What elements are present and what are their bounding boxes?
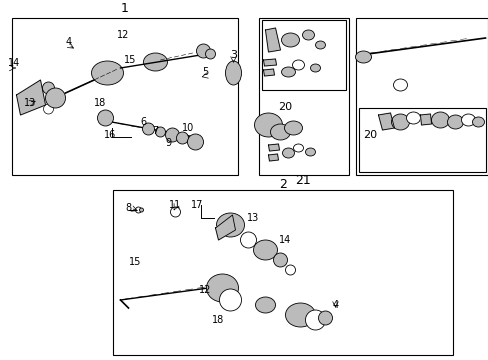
Bar: [258, 18, 348, 175]
Ellipse shape: [471, 117, 484, 127]
Circle shape: [45, 88, 65, 108]
Ellipse shape: [406, 112, 420, 124]
Text: 5: 5: [202, 67, 208, 77]
Circle shape: [240, 232, 256, 248]
Ellipse shape: [254, 113, 282, 137]
Ellipse shape: [461, 114, 474, 126]
Circle shape: [135, 207, 141, 213]
Circle shape: [155, 127, 165, 137]
Ellipse shape: [305, 148, 315, 156]
Ellipse shape: [315, 41, 325, 49]
Circle shape: [139, 208, 143, 212]
Text: 13: 13: [247, 213, 259, 223]
Circle shape: [285, 265, 295, 275]
Text: 16: 16: [104, 130, 116, 140]
Text: 2: 2: [279, 177, 286, 190]
Circle shape: [187, 134, 203, 150]
Ellipse shape: [284, 121, 302, 135]
Text: 1: 1: [121, 1, 129, 14]
Polygon shape: [268, 154, 278, 161]
Text: 14: 14: [8, 58, 20, 68]
Ellipse shape: [310, 64, 320, 72]
Ellipse shape: [216, 213, 244, 237]
Text: 3: 3: [229, 50, 237, 60]
Text: 14: 14: [279, 235, 291, 245]
Polygon shape: [263, 69, 274, 76]
Text: 17: 17: [191, 200, 203, 210]
Ellipse shape: [225, 61, 241, 85]
Circle shape: [142, 123, 154, 135]
Circle shape: [170, 207, 180, 217]
Bar: [261, 20, 345, 90]
Text: 7: 7: [152, 126, 158, 136]
Text: 15: 15: [129, 257, 142, 267]
Circle shape: [219, 289, 241, 311]
Ellipse shape: [430, 112, 448, 128]
Circle shape: [273, 253, 287, 267]
Polygon shape: [268, 144, 279, 151]
Ellipse shape: [270, 124, 290, 140]
Text: 12: 12: [199, 285, 211, 295]
Ellipse shape: [292, 60, 304, 70]
Circle shape: [205, 49, 215, 59]
Circle shape: [42, 82, 54, 94]
Ellipse shape: [355, 51, 371, 63]
Ellipse shape: [293, 144, 303, 152]
Circle shape: [318, 311, 332, 325]
Ellipse shape: [393, 79, 407, 91]
Text: 18: 18: [94, 98, 106, 108]
Ellipse shape: [282, 148, 294, 158]
Polygon shape: [420, 114, 430, 125]
Circle shape: [43, 104, 53, 114]
Text: 10: 10: [182, 123, 194, 133]
Circle shape: [176, 132, 188, 144]
Polygon shape: [215, 215, 235, 240]
Ellipse shape: [253, 240, 277, 260]
Ellipse shape: [206, 274, 238, 302]
Ellipse shape: [143, 53, 167, 71]
Ellipse shape: [91, 61, 123, 85]
Text: 13: 13: [24, 98, 37, 108]
Polygon shape: [378, 113, 394, 130]
Text: 15: 15: [124, 55, 137, 65]
Text: 11: 11: [169, 200, 181, 210]
Ellipse shape: [447, 115, 463, 129]
Bar: [113, 190, 451, 355]
Text: 9: 9: [165, 138, 171, 148]
Text: 20: 20: [363, 130, 377, 140]
Text: 20: 20: [278, 102, 292, 112]
Text: 21: 21: [295, 174, 311, 186]
Ellipse shape: [281, 33, 299, 47]
Circle shape: [165, 128, 179, 142]
Text: 4: 4: [332, 300, 338, 310]
Ellipse shape: [391, 114, 408, 130]
Circle shape: [196, 44, 210, 58]
Ellipse shape: [285, 303, 315, 327]
Bar: [13, 18, 237, 175]
Bar: [358, 108, 485, 172]
Ellipse shape: [302, 30, 314, 40]
Text: 6: 6: [140, 117, 146, 127]
Polygon shape: [17, 80, 45, 115]
Text: 8: 8: [125, 203, 131, 213]
Text: 12: 12: [117, 30, 129, 40]
Text: 4: 4: [65, 37, 71, 47]
Text: 18: 18: [212, 315, 224, 325]
Circle shape: [97, 110, 113, 126]
Polygon shape: [263, 59, 276, 66]
Bar: [355, 18, 487, 175]
Circle shape: [305, 310, 325, 330]
Ellipse shape: [281, 67, 295, 77]
Polygon shape: [265, 28, 280, 52]
Ellipse shape: [255, 297, 275, 313]
